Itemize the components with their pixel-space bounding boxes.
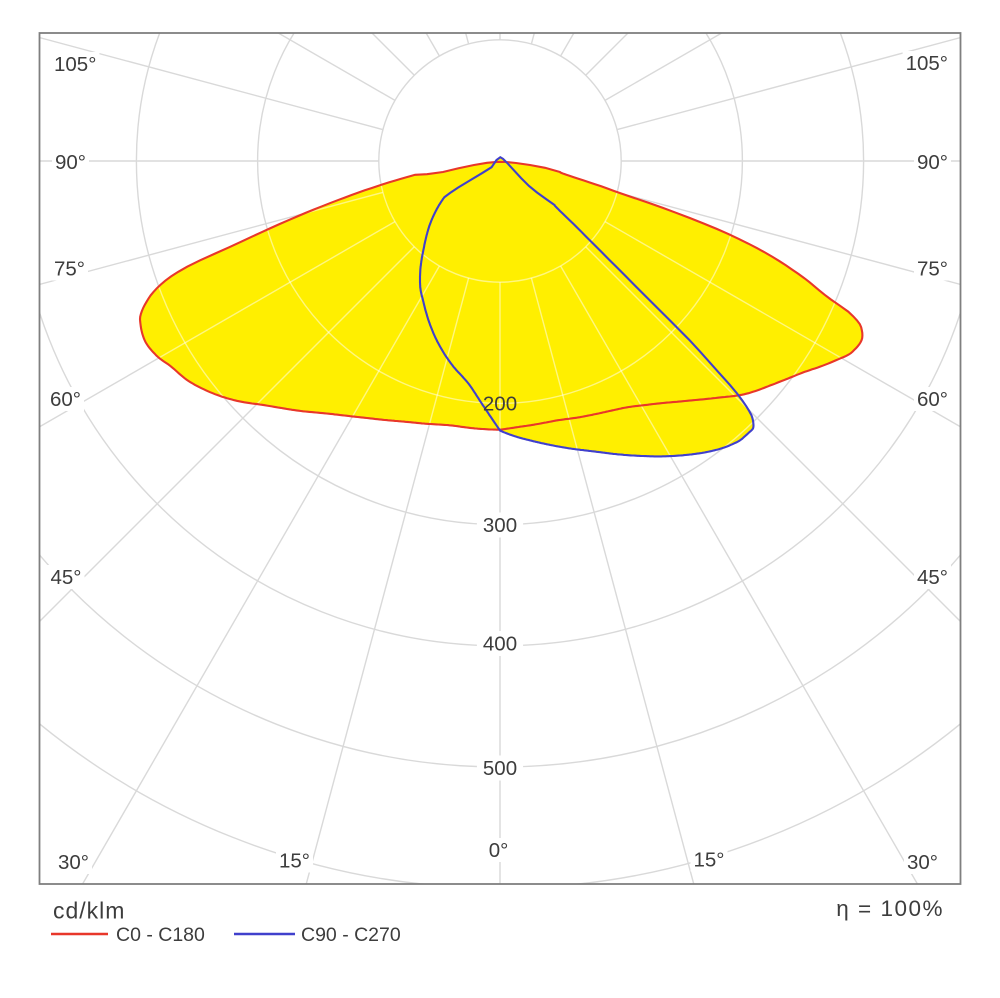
svg-text:45°: 45° <box>51 566 82 589</box>
svg-text:400: 400 <box>483 633 517 656</box>
svg-text:105°: 105° <box>54 53 96 76</box>
svg-text:105°: 105° <box>906 52 948 75</box>
svg-text:C0 - C180: C0 - C180 <box>116 924 205 946</box>
svg-text:45°: 45° <box>917 566 948 589</box>
svg-text:15°: 15° <box>279 850 310 873</box>
svg-text:cd/klm: cd/klm <box>53 898 125 924</box>
svg-text:η = 100%: η = 100% <box>836 896 944 921</box>
svg-text:30°: 30° <box>58 851 89 874</box>
svg-text:0°: 0° <box>489 839 509 862</box>
svg-text:75°: 75° <box>54 258 85 281</box>
svg-text:15°: 15° <box>693 849 724 872</box>
svg-text:500: 500 <box>483 757 517 780</box>
svg-text:90°: 90° <box>917 151 948 174</box>
svg-text:90°: 90° <box>55 151 86 174</box>
svg-text:C90 - C270: C90 - C270 <box>301 924 401 946</box>
svg-text:300: 300 <box>483 514 517 537</box>
svg-text:75°: 75° <box>917 258 948 281</box>
svg-text:60°: 60° <box>50 388 81 411</box>
svg-text:200: 200 <box>483 393 517 416</box>
svg-text:30°: 30° <box>907 851 938 874</box>
svg-text:60°: 60° <box>917 388 948 411</box>
